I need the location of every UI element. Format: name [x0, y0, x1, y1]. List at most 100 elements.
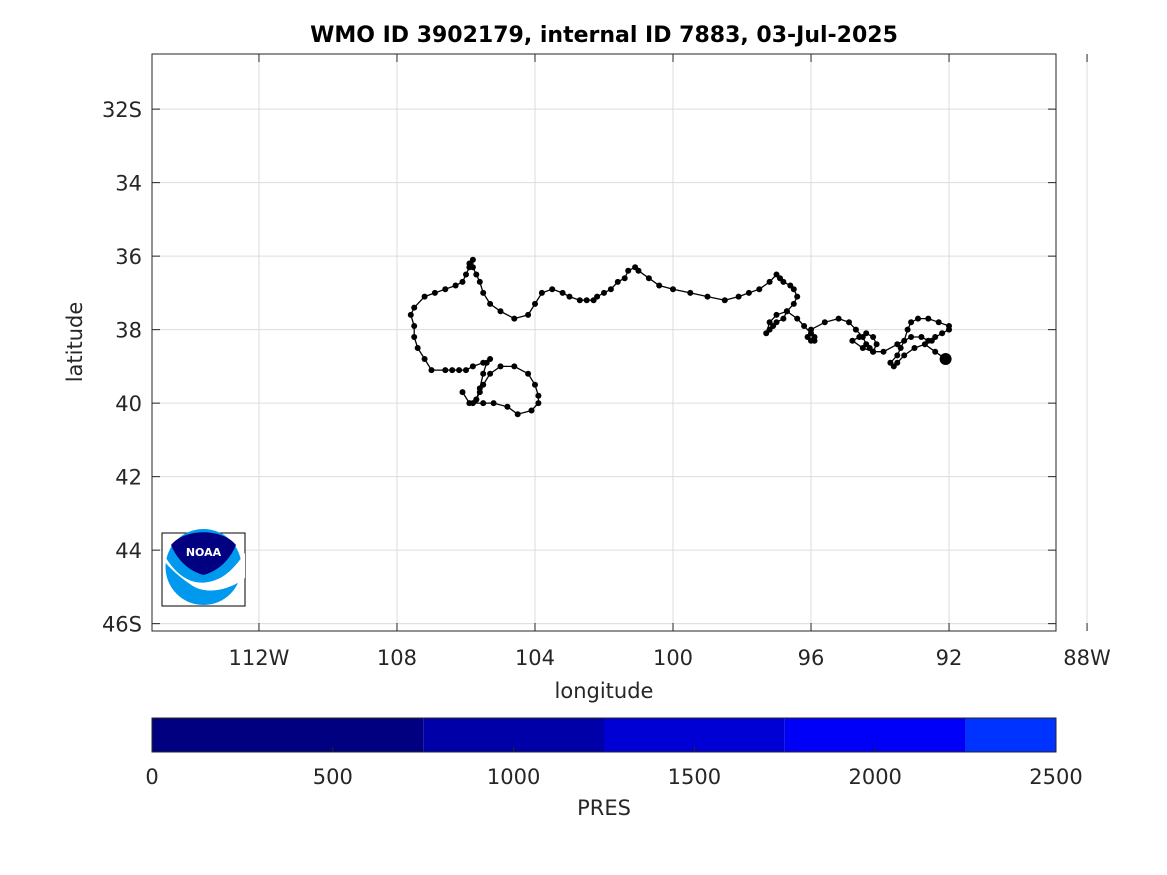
logo-white-wave [163, 553, 245, 591]
colorbar-segment [784, 718, 966, 752]
profile-point [756, 286, 763, 293]
profile-point [625, 267, 632, 274]
profile-point [870, 348, 877, 355]
profile-point [635, 267, 642, 274]
y-tick-label: 44 [115, 539, 142, 563]
profile-point [908, 319, 915, 326]
profile-point [766, 319, 773, 326]
profile-point [469, 363, 476, 370]
colorbar-segment [423, 718, 604, 752]
profile-point [476, 385, 483, 392]
profile-point [514, 411, 521, 418]
profile-point [763, 330, 770, 337]
y-axis-ticks: 32S 34 36 38 40 42 44 46S [102, 98, 1056, 637]
profile-point [459, 278, 466, 285]
profile-point [780, 278, 787, 285]
profile-point [549, 286, 556, 293]
noaa-logo: NOAA [161, 529, 246, 607]
x-tick-label: 96 [798, 646, 825, 670]
colorbar-segment [152, 718, 424, 752]
plot-frame [151, 53, 1057, 632]
y-tick-label: 34 [115, 172, 142, 196]
profile-point [407, 311, 414, 318]
colorbar-segments [152, 718, 1056, 752]
profile-point [801, 323, 808, 329]
profile-point [511, 315, 518, 322]
plot-background [152, 54, 1056, 631]
profile-point [932, 348, 939, 355]
profile-point [411, 304, 418, 311]
profile-point [487, 370, 494, 377]
profile-point [656, 282, 663, 289]
profile-point [852, 326, 859, 333]
profile-point [808, 326, 814, 333]
profile-point [504, 403, 511, 410]
profile-point [835, 315, 842, 322]
last-profile-point [939, 353, 952, 365]
profile-point [790, 300, 797, 307]
profile-point [908, 334, 915, 340]
profile-point [870, 334, 877, 340]
profile-point [480, 370, 487, 377]
y-tick-label: 38 [115, 319, 142, 343]
y-tick-label: 42 [115, 466, 142, 490]
profile-point [442, 286, 449, 293]
colorbar-segment [965, 718, 1056, 752]
profile-point [497, 308, 504, 315]
profile-point [480, 289, 487, 296]
profile-point [411, 334, 418, 340]
profile-point [780, 315, 787, 322]
x-tick-label: 104 [515, 646, 555, 670]
profile-point [670, 286, 676, 293]
profile-point [463, 271, 469, 278]
profile-point [535, 400, 542, 407]
profile-point [918, 334, 925, 340]
profile-point [456, 367, 463, 374]
x-tick-label: 100 [653, 646, 693, 670]
profile-point [894, 359, 901, 366]
profile-point [583, 297, 590, 304]
profile-point [794, 315, 801, 322]
x-axis-ticks: 112W 108 104 100 96 92 88W [229, 54, 1111, 670]
profile-point [594, 293, 601, 300]
profile-point [904, 326, 911, 333]
profile-point [473, 271, 480, 278]
profile-point [935, 319, 942, 326]
y-tick-label: 46S [102, 613, 142, 637]
y-axis-label: latitude [63, 302, 87, 383]
profile-point [856, 334, 863, 340]
profile-point [473, 396, 480, 403]
profile-point [783, 308, 790, 315]
profile-point [532, 381, 538, 388]
profile-point [804, 334, 811, 340]
x-axis-label: longitude [555, 679, 654, 703]
x-tick-label: 112W [229, 646, 290, 670]
profile-point [469, 256, 476, 263]
x-tick-label: 108 [377, 646, 417, 670]
profile-point [511, 363, 518, 370]
profile-point [480, 359, 487, 366]
y-tick-label: 32S [102, 98, 142, 122]
profile-point [745, 289, 752, 296]
logo-dark-shape [171, 532, 236, 575]
plot-area: 112W 108 104 100 96 92 88W 32S 34 36 38 40 42 44 46S [102, 53, 1111, 670]
profile-point [525, 311, 532, 318]
profile-point [487, 300, 494, 307]
profile-point [614, 278, 621, 285]
profile-point [538, 289, 545, 296]
colorbar-tick-label: 500 [313, 765, 353, 789]
profile-point [476, 278, 483, 285]
profile-point [431, 289, 438, 296]
profile-point [880, 348, 887, 355]
profile-point [925, 315, 932, 322]
profile-point [607, 286, 614, 293]
profile-point [932, 334, 939, 340]
profile-point [901, 337, 908, 344]
profile-point [497, 363, 504, 370]
profile-point [566, 293, 573, 300]
profile-point [721, 297, 728, 304]
y-tick-label: 40 [115, 392, 142, 416]
profile-point [411, 323, 418, 329]
profile-point [735, 293, 742, 300]
profile-point [490, 400, 497, 407]
